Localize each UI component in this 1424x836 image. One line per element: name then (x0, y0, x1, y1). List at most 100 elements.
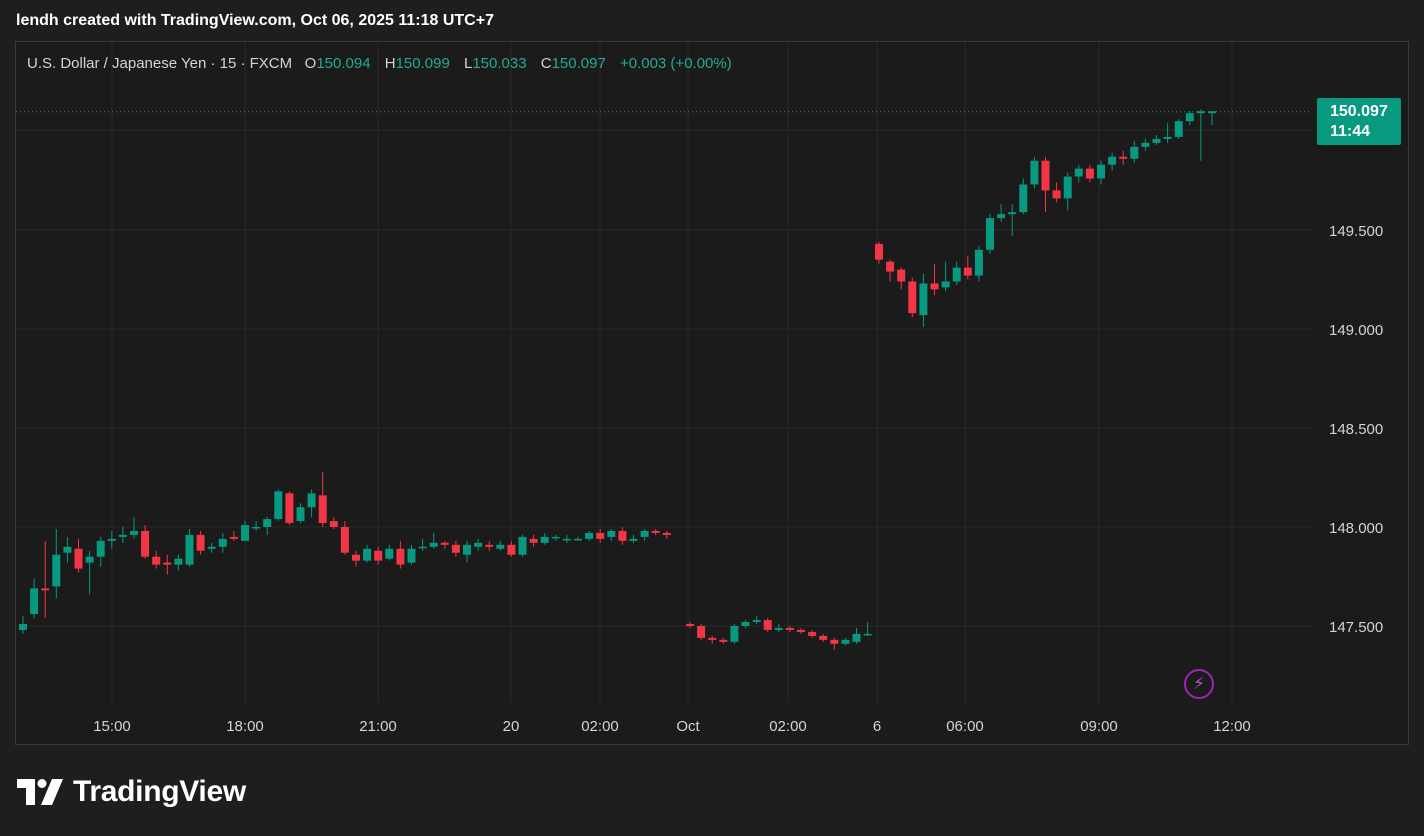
candle-body (1163, 136, 1172, 139)
y-tick-label: 147.500 (1329, 619, 1383, 636)
candle-body (963, 267, 972, 276)
candle-body (1174, 121, 1183, 137)
candle-body (640, 530, 649, 537)
candle-body (352, 554, 360, 561)
candle-body (863, 633, 872, 636)
candle-body (1130, 146, 1139, 159)
candle-body (396, 548, 405, 565)
candle-body (196, 534, 205, 551)
candle-body (651, 530, 660, 533)
x-tick-label: 02:00 (581, 718, 619, 735)
candle-body (562, 538, 571, 541)
candle-body (285, 493, 294, 524)
candle-body (1030, 160, 1039, 185)
candle-body (85, 556, 94, 563)
candle-body (218, 538, 227, 547)
candle-body (941, 281, 950, 288)
candle-body (686, 624, 694, 626)
candle-body (875, 243, 883, 260)
x-tick-label: 09:00 (1080, 718, 1118, 735)
candle-body (841, 639, 850, 644)
candle-body (897, 269, 906, 282)
chart-frame[interactable] (15, 41, 1409, 745)
candle-body (1052, 190, 1061, 199)
candle-body (752, 620, 761, 623)
candle-body (1019, 184, 1028, 213)
candle-body (307, 493, 316, 508)
candle-body (886, 261, 895, 272)
candle-body (1063, 176, 1072, 199)
lightning-bolt-icon[interactable]: ⚡ (1184, 669, 1214, 699)
candle-body (629, 538, 638, 541)
candle-body (930, 283, 939, 290)
legend-high-label: H (384, 55, 396, 72)
candle-body (407, 548, 416, 563)
candle-body (830, 639, 839, 644)
candle-body (340, 527, 349, 553)
brand-name: TradingView (73, 775, 246, 808)
candle-body (1008, 212, 1017, 215)
candle-body (485, 544, 494, 547)
legend-open-value: 150.094 (316, 55, 371, 72)
legend-open-label: O (304, 55, 317, 72)
candle-body (118, 534, 127, 537)
candle-body (785, 627, 794, 630)
candle-body (708, 637, 717, 640)
y-tick-label: 149.500 (1329, 223, 1383, 240)
x-tick-label: 20 (503, 718, 520, 735)
candle-body (585, 532, 594, 539)
bar-countdown: 11:44 (1330, 123, 1371, 140)
x-tick-label: 18:00 (226, 718, 264, 735)
candle-body (1196, 111, 1205, 114)
candle-body (1074, 168, 1083, 177)
legend-symbol[interactable]: U.S. Dollar / Japanese Yen · 15 · FXCM (27, 55, 293, 72)
y-tick-label: 148.500 (1329, 421, 1383, 438)
candle-body (774, 627, 783, 630)
candle-body (496, 544, 505, 549)
candle-body (374, 550, 383, 561)
candle-body (919, 283, 928, 316)
candle-body (229, 536, 238, 539)
candle-body (1097, 164, 1105, 179)
x-tick-label: Oct (676, 718, 700, 735)
candle-body (96, 540, 105, 557)
last-price-value: 150.097 (1330, 103, 1388, 120)
candle-body (808, 631, 817, 636)
legend-high-value: 150.099 (395, 55, 450, 72)
candle-body (908, 281, 917, 314)
candle-body (429, 542, 438, 547)
candle-body (1108, 156, 1117, 165)
candle-body (329, 521, 338, 527)
candle-body (141, 530, 150, 557)
candle-body (418, 546, 427, 549)
candle-body (986, 218, 994, 250)
legend-low-label: L (463, 55, 473, 72)
candle-body (763, 620, 772, 630)
candle-body (363, 548, 372, 561)
x-tick-label: 6 (873, 718, 881, 735)
candle-body (852, 633, 861, 642)
x-tick-label: 12:00 (1213, 718, 1251, 735)
candle-body (152, 556, 161, 565)
last-price-tag: 150.097 11:44 (1317, 98, 1401, 145)
candle-body (974, 249, 983, 276)
candle-body (19, 624, 27, 630)
candle-body (241, 525, 249, 541)
candle-body (296, 507, 305, 522)
candle-body (252, 527, 261, 529)
y-tick-label: 148.000 (1329, 520, 1383, 537)
tradingview-brand[interactable]: TradingView (17, 772, 246, 812)
candle-body (463, 544, 471, 555)
candle-body (596, 532, 605, 539)
candle-body (819, 635, 828, 640)
candle-body (274, 491, 283, 520)
candle-body (163, 562, 172, 565)
x-tick-label: 15:00 (93, 718, 131, 735)
candle-body (607, 530, 616, 537)
ohlc-legend: U.S. Dollar / Japanese Yen · 15 · FXCM O… (27, 55, 742, 72)
legend-close-label: C (540, 55, 552, 72)
candle-body (507, 544, 516, 555)
candle-body (730, 626, 739, 642)
candle-body (540, 536, 549, 543)
